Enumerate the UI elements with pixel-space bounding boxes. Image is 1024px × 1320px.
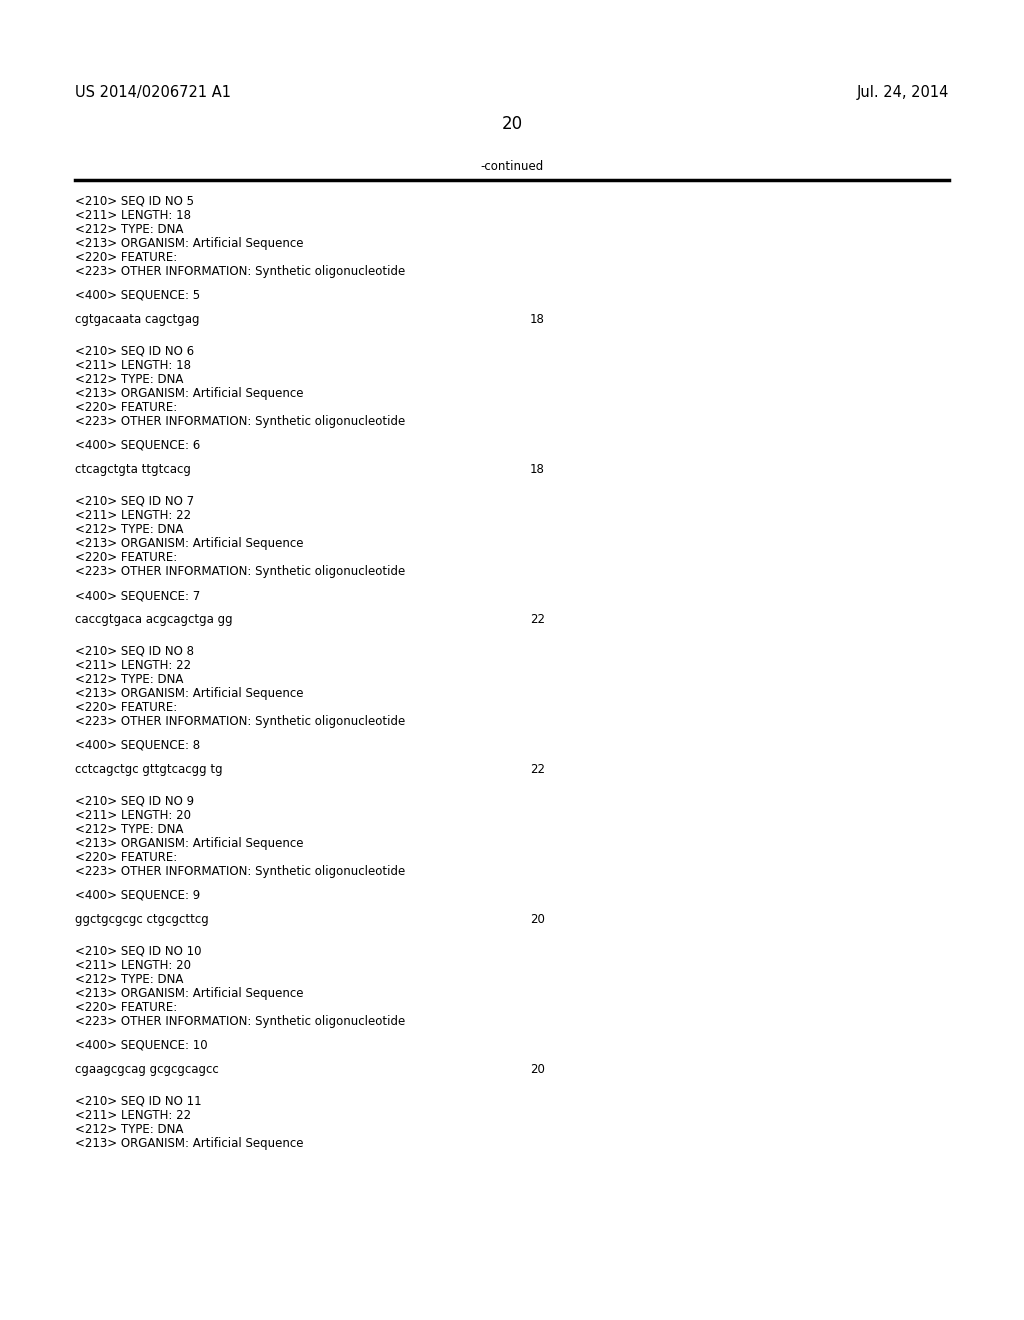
Text: <213> ORGANISM: Artificial Sequence: <213> ORGANISM: Artificial Sequence — [75, 537, 303, 550]
Text: 20: 20 — [502, 115, 522, 133]
Text: <400> SEQUENCE: 8: <400> SEQUENCE: 8 — [75, 739, 200, 752]
Text: 20: 20 — [530, 913, 545, 927]
Text: <213> ORGANISM: Artificial Sequence: <213> ORGANISM: Artificial Sequence — [75, 686, 303, 700]
Text: ctcagctgta ttgtcacg: ctcagctgta ttgtcacg — [75, 463, 190, 477]
Text: <223> OTHER INFORMATION: Synthetic oligonucleotide: <223> OTHER INFORMATION: Synthetic oligo… — [75, 1015, 406, 1028]
Text: <220> FEATURE:: <220> FEATURE: — [75, 401, 177, 414]
Text: <223> OTHER INFORMATION: Synthetic oligonucleotide: <223> OTHER INFORMATION: Synthetic oligo… — [75, 265, 406, 279]
Text: <223> OTHER INFORMATION: Synthetic oligonucleotide: <223> OTHER INFORMATION: Synthetic oligo… — [75, 715, 406, 729]
Text: <400> SEQUENCE: 5: <400> SEQUENCE: 5 — [75, 289, 200, 302]
Text: <211> LENGTH: 22: <211> LENGTH: 22 — [75, 659, 191, 672]
Text: <223> OTHER INFORMATION: Synthetic oligonucleotide: <223> OTHER INFORMATION: Synthetic oligo… — [75, 414, 406, 428]
Text: <212> TYPE: DNA: <212> TYPE: DNA — [75, 223, 183, 236]
Text: <220> FEATURE:: <220> FEATURE: — [75, 550, 177, 564]
Text: 20: 20 — [530, 1063, 545, 1076]
Text: <212> TYPE: DNA: <212> TYPE: DNA — [75, 374, 183, 385]
Text: 18: 18 — [530, 463, 545, 477]
Text: <213> ORGANISM: Artificial Sequence: <213> ORGANISM: Artificial Sequence — [75, 1137, 303, 1150]
Text: 18: 18 — [530, 313, 545, 326]
Text: <220> FEATURE:: <220> FEATURE: — [75, 251, 177, 264]
Text: <212> TYPE: DNA: <212> TYPE: DNA — [75, 973, 183, 986]
Text: <211> LENGTH: 20: <211> LENGTH: 20 — [75, 809, 191, 822]
Text: 22: 22 — [530, 612, 545, 626]
Text: <213> ORGANISM: Artificial Sequence: <213> ORGANISM: Artificial Sequence — [75, 987, 303, 1001]
Text: cgtgacaata cagctgag: cgtgacaata cagctgag — [75, 313, 200, 326]
Text: <400> SEQUENCE: 10: <400> SEQUENCE: 10 — [75, 1039, 208, 1052]
Text: 22: 22 — [530, 763, 545, 776]
Text: <213> ORGANISM: Artificial Sequence: <213> ORGANISM: Artificial Sequence — [75, 238, 303, 249]
Text: <220> FEATURE:: <220> FEATURE: — [75, 701, 177, 714]
Text: US 2014/0206721 A1: US 2014/0206721 A1 — [75, 84, 231, 100]
Text: <212> TYPE: DNA: <212> TYPE: DNA — [75, 1123, 183, 1137]
Text: <400> SEQUENCE: 9: <400> SEQUENCE: 9 — [75, 888, 201, 902]
Text: <211> LENGTH: 22: <211> LENGTH: 22 — [75, 510, 191, 521]
Text: cgaagcgcag gcgcgcagcc: cgaagcgcag gcgcgcagcc — [75, 1063, 219, 1076]
Text: <400> SEQUENCE: 6: <400> SEQUENCE: 6 — [75, 440, 201, 451]
Text: <213> ORGANISM: Artificial Sequence: <213> ORGANISM: Artificial Sequence — [75, 387, 303, 400]
Text: <213> ORGANISM: Artificial Sequence: <213> ORGANISM: Artificial Sequence — [75, 837, 303, 850]
Text: <223> OTHER INFORMATION: Synthetic oligonucleotide: <223> OTHER INFORMATION: Synthetic oligo… — [75, 865, 406, 878]
Text: <212> TYPE: DNA: <212> TYPE: DNA — [75, 822, 183, 836]
Text: <210> SEQ ID NO 7: <210> SEQ ID NO 7 — [75, 495, 195, 508]
Text: <400> SEQUENCE: 7: <400> SEQUENCE: 7 — [75, 589, 201, 602]
Text: <220> FEATURE:: <220> FEATURE: — [75, 851, 177, 865]
Text: ggctgcgcgc ctgcgcttcg: ggctgcgcgc ctgcgcttcg — [75, 913, 209, 927]
Text: <211> LENGTH: 20: <211> LENGTH: 20 — [75, 960, 191, 972]
Text: -continued: -continued — [480, 160, 544, 173]
Text: cctcagctgc gttgtcacgg tg: cctcagctgc gttgtcacgg tg — [75, 763, 222, 776]
Text: <212> TYPE: DNA: <212> TYPE: DNA — [75, 523, 183, 536]
Text: caccgtgaca acgcagctga gg: caccgtgaca acgcagctga gg — [75, 612, 232, 626]
Text: <211> LENGTH: 18: <211> LENGTH: 18 — [75, 209, 191, 222]
Text: <210> SEQ ID NO 10: <210> SEQ ID NO 10 — [75, 945, 202, 958]
Text: <212> TYPE: DNA: <212> TYPE: DNA — [75, 673, 183, 686]
Text: <210> SEQ ID NO 9: <210> SEQ ID NO 9 — [75, 795, 195, 808]
Text: <210> SEQ ID NO 8: <210> SEQ ID NO 8 — [75, 645, 194, 657]
Text: Jul. 24, 2014: Jul. 24, 2014 — [857, 84, 949, 100]
Text: <211> LENGTH: 22: <211> LENGTH: 22 — [75, 1109, 191, 1122]
Text: <210> SEQ ID NO 11: <210> SEQ ID NO 11 — [75, 1096, 202, 1107]
Text: <220> FEATURE:: <220> FEATURE: — [75, 1001, 177, 1014]
Text: <211> LENGTH: 18: <211> LENGTH: 18 — [75, 359, 191, 372]
Text: <210> SEQ ID NO 6: <210> SEQ ID NO 6 — [75, 345, 195, 358]
Text: <223> OTHER INFORMATION: Synthetic oligonucleotide: <223> OTHER INFORMATION: Synthetic oligo… — [75, 565, 406, 578]
Text: <210> SEQ ID NO 5: <210> SEQ ID NO 5 — [75, 195, 194, 209]
